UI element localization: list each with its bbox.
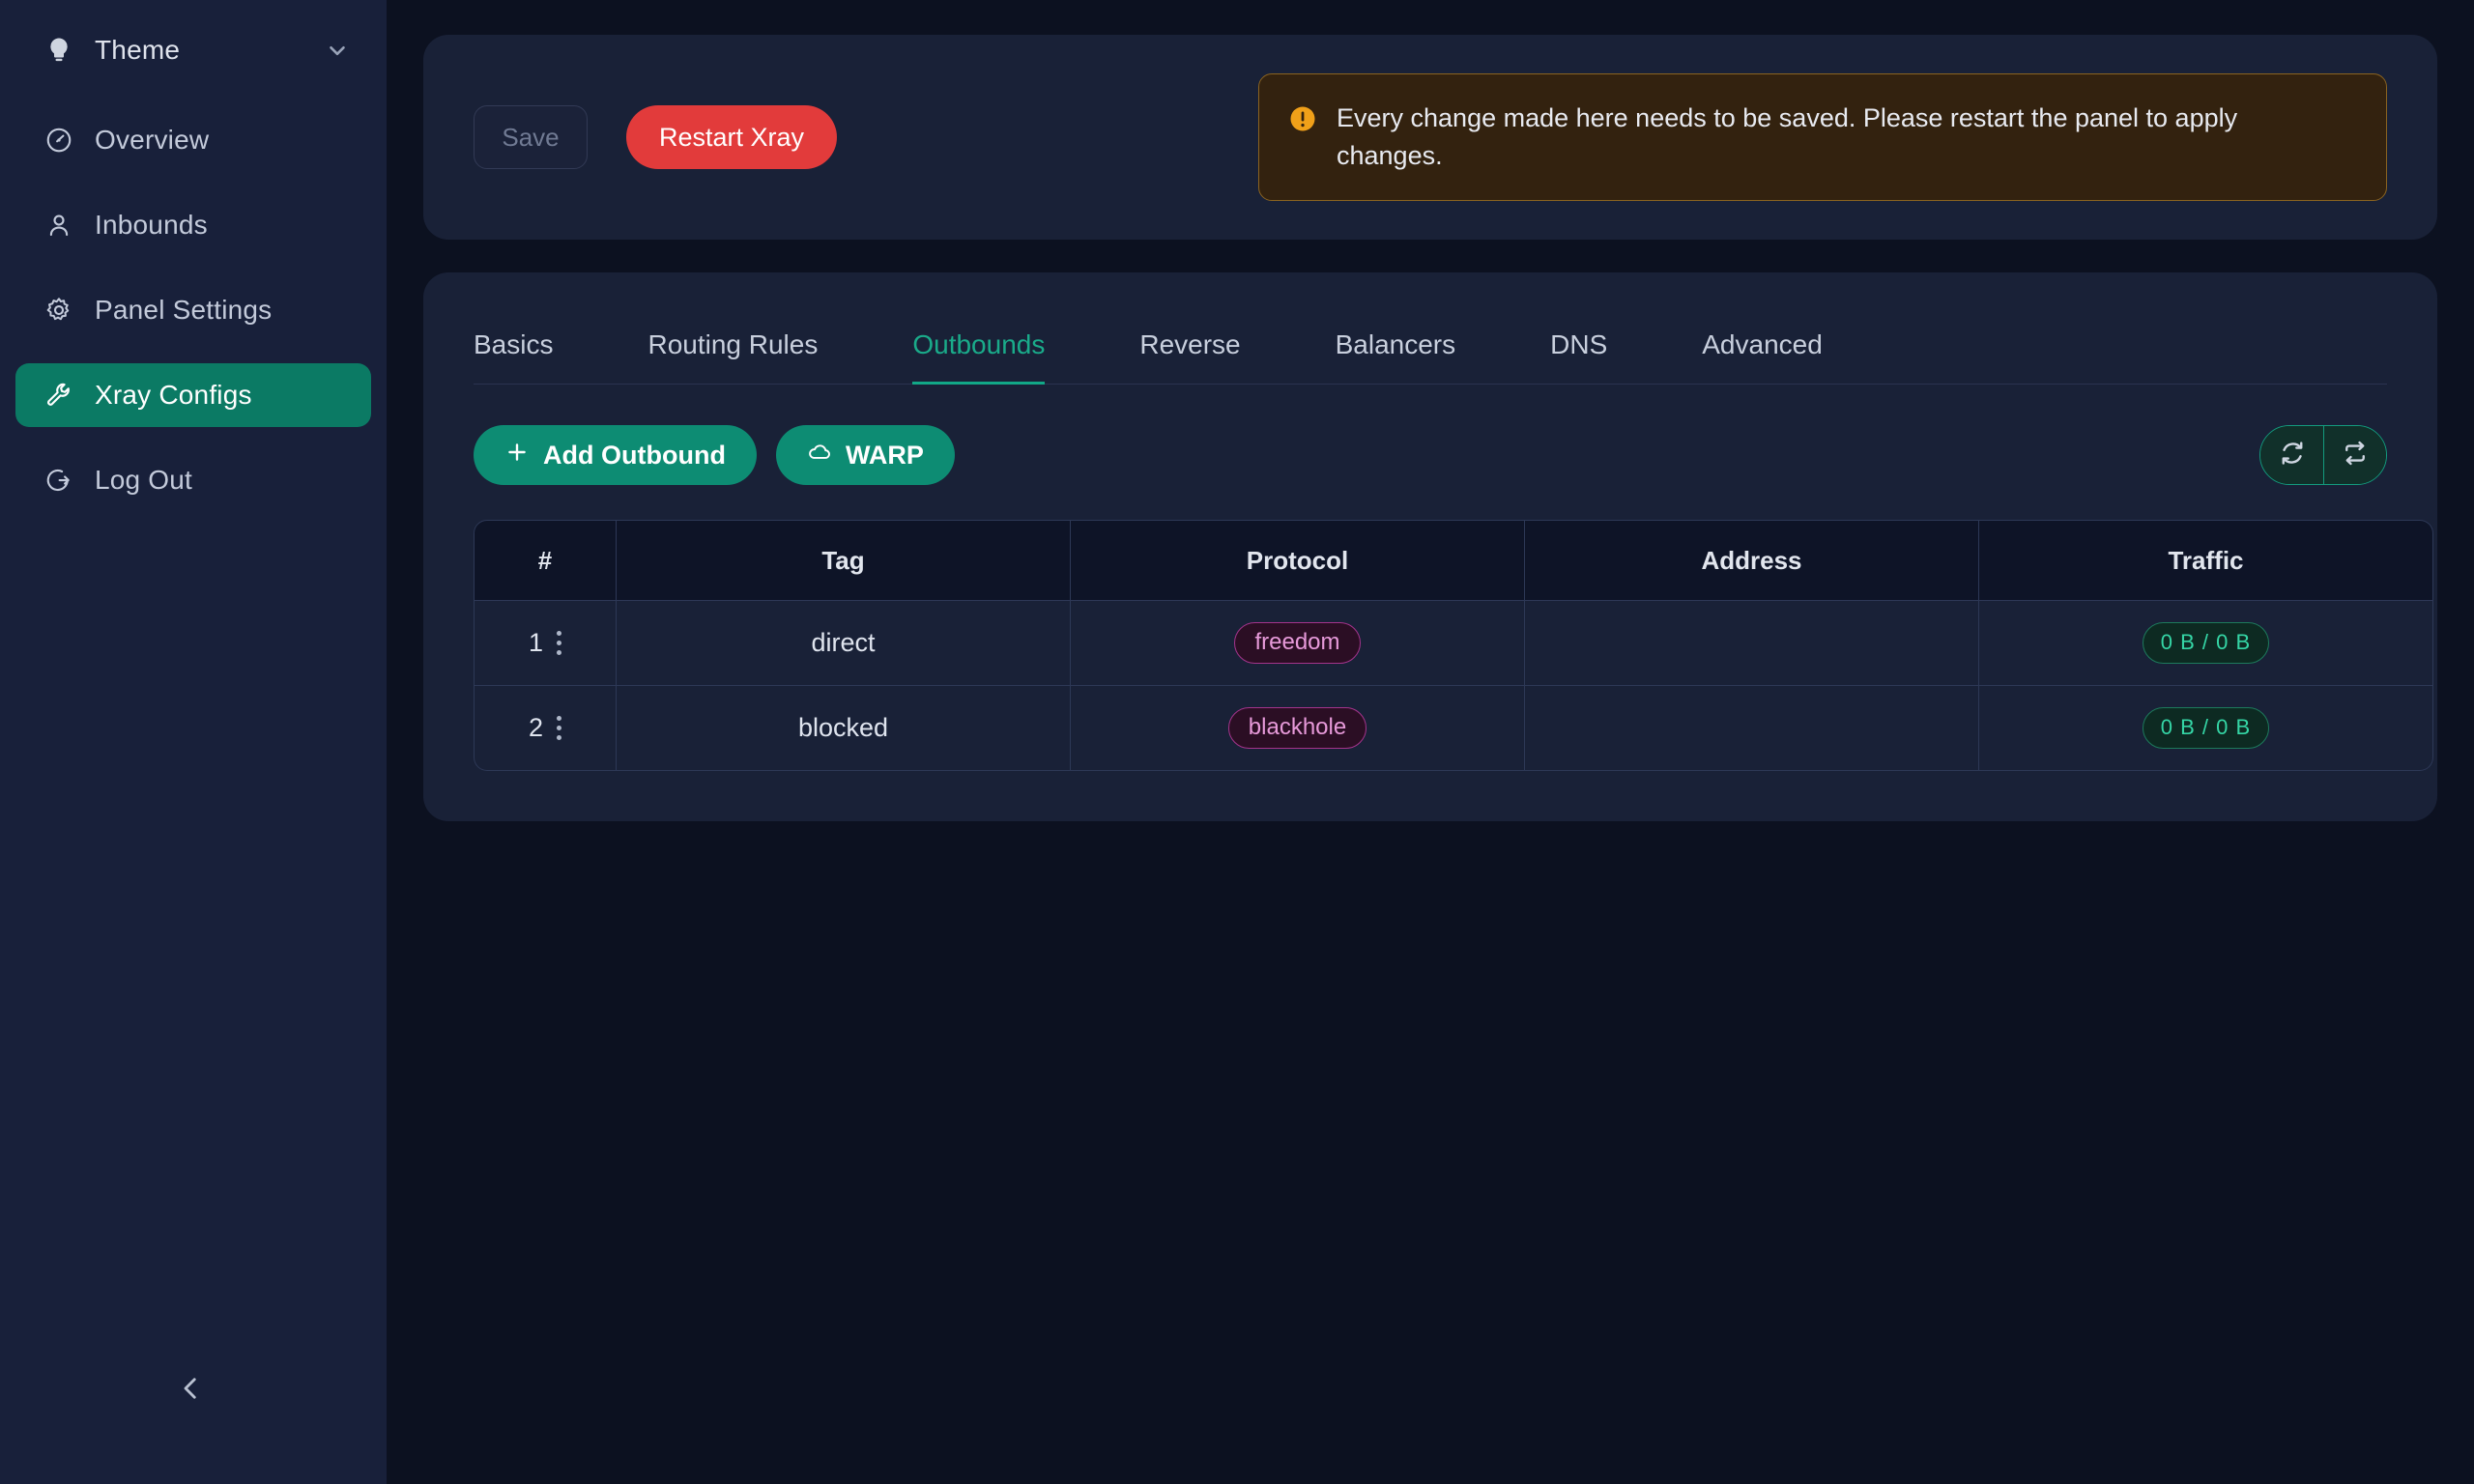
warning-banner: Every change made here needs to be saved… bbox=[1258, 72, 2387, 202]
protocol-badge: blackhole bbox=[1227, 706, 1367, 750]
sidebar-collapse-button[interactable] bbox=[164, 1364, 216, 1416]
speedometer-icon bbox=[44, 126, 81, 155]
sidebar-item-label: Log Out bbox=[95, 465, 193, 495]
gear-icon bbox=[44, 296, 81, 325]
row-address bbox=[1525, 686, 1979, 771]
column-header-tag: Tag bbox=[617, 520, 1071, 601]
outbounds-toolbar: Add Outbound WARP bbox=[474, 425, 2387, 485]
warning-banner-text: Every change made here needs to be saved… bbox=[1337, 102, 2238, 170]
cloud-icon bbox=[807, 440, 832, 471]
sidebar-theme-label: Theme bbox=[95, 35, 181, 65]
sidebar-item-inbounds[interactable]: Inbounds bbox=[15, 193, 371, 257]
configs-tabs: Basics Routing Rules Outbounds Reverse B… bbox=[474, 305, 2387, 385]
sidebar-item-label: Xray Configs bbox=[95, 380, 252, 410]
row-menu-icon[interactable] bbox=[557, 631, 562, 655]
restart-xray-button[interactable]: Restart Xray bbox=[626, 105, 838, 169]
warp-label: WARP bbox=[845, 440, 924, 470]
row-tag: direct bbox=[617, 601, 1071, 686]
outbounds-table-body: 1 direct freedom 0 B / 0 B bbox=[474, 601, 2433, 771]
sidebar-item-panel-settings[interactable]: Panel Settings bbox=[15, 278, 371, 342]
column-header-address: Address bbox=[1525, 520, 1979, 601]
row-protocol-cell: blackhole bbox=[1071, 686, 1525, 771]
warp-button[interactable]: WARP bbox=[775, 425, 955, 485]
row-menu-icon[interactable] bbox=[557, 716, 562, 740]
table-actions-segmented bbox=[2259, 425, 2387, 485]
chevron-down-icon[interactable] bbox=[325, 38, 350, 63]
row-address bbox=[1525, 601, 1979, 686]
sidebar: Theme Overview bbox=[0, 0, 387, 1484]
row-index-cell: 1 bbox=[474, 601, 617, 686]
sidebar-item-xray-configs[interactable]: Xray Configs bbox=[15, 363, 371, 427]
tab-dns[interactable]: DNS bbox=[1550, 329, 1608, 359]
outbounds-table: # Tag Protocol Address Traffic 1 bbox=[474, 520, 2433, 771]
tab-routing-rules[interactable]: Routing Rules bbox=[647, 329, 819, 359]
add-outbound-label: Add Outbound bbox=[543, 440, 726, 470]
column-header-traffic: Traffic bbox=[1979, 520, 2433, 601]
warning-exclamation-icon bbox=[1288, 104, 1317, 133]
tab-balancers[interactable]: Balancers bbox=[1335, 329, 1456, 359]
table-header-row: # Tag Protocol Address Traffic bbox=[474, 520, 2433, 601]
row-traffic-cell: 0 B / 0 B bbox=[1979, 601, 2433, 686]
lightbulb-icon bbox=[44, 36, 81, 65]
chevron-left-icon bbox=[174, 1372, 207, 1410]
column-header-protocol: Protocol bbox=[1071, 520, 1525, 601]
refresh-button[interactable] bbox=[2260, 426, 2323, 484]
logout-icon bbox=[44, 466, 81, 495]
plus-icon bbox=[504, 440, 530, 471]
repeat-icon bbox=[2341, 439, 2370, 472]
table-row[interactable]: 2 blocked blackhole 0 B / 0 B bbox=[474, 686, 2433, 771]
add-outbound-button[interactable]: Add Outbound bbox=[474, 425, 757, 485]
tab-reverse[interactable]: Reverse bbox=[1139, 329, 1241, 359]
traffic-badge: 0 B / 0 B bbox=[2142, 621, 2270, 665]
refresh-icon bbox=[2278, 439, 2307, 472]
sidebar-item-label: Overview bbox=[95, 125, 210, 155]
tab-basics[interactable]: Basics bbox=[474, 329, 554, 359]
row-protocol-cell: freedom bbox=[1071, 601, 1525, 686]
tab-outbounds[interactable]: Outbounds bbox=[912, 306, 1046, 385]
tab-advanced[interactable]: Advanced bbox=[1702, 329, 1823, 359]
sidebar-nav: Overview Inbounds Pane bbox=[15, 108, 371, 512]
sidebar-item-theme[interactable]: Theme bbox=[15, 14, 371, 87]
save-button[interactable]: Save bbox=[474, 105, 588, 169]
row-index-cell: 2 bbox=[474, 686, 617, 771]
xray-configs-panel: Basics Routing Rules Outbounds Reverse B… bbox=[423, 272, 2437, 821]
column-header-index: # bbox=[474, 520, 617, 601]
sidebar-item-overview[interactable]: Overview bbox=[15, 108, 371, 172]
sidebar-item-label: Panel Settings bbox=[95, 295, 273, 325]
user-icon bbox=[44, 211, 81, 240]
row-traffic-cell: 0 B / 0 B bbox=[1979, 686, 2433, 771]
outbounds-table-head: # Tag Protocol Address Traffic bbox=[474, 520, 2433, 601]
main-content: Save Restart Xray Every change made here… bbox=[387, 0, 2474, 1484]
row-index: 2 bbox=[528, 713, 544, 742]
sidebar-item-label: Inbounds bbox=[95, 210, 208, 240]
wrench-icon bbox=[44, 381, 81, 410]
table-row[interactable]: 1 direct freedom 0 B / 0 B bbox=[474, 601, 2433, 686]
row-index: 1 bbox=[528, 628, 544, 657]
protocol-badge: freedom bbox=[1234, 621, 1361, 665]
action-bar-panel: Save Restart Xray Every change made here… bbox=[423, 35, 2437, 240]
repeat-button[interactable] bbox=[2323, 426, 2386, 484]
row-tag: blocked bbox=[617, 686, 1071, 771]
sidebar-item-log-out[interactable]: Log Out bbox=[15, 448, 371, 512]
traffic-badge: 0 B / 0 B bbox=[2142, 706, 2270, 750]
